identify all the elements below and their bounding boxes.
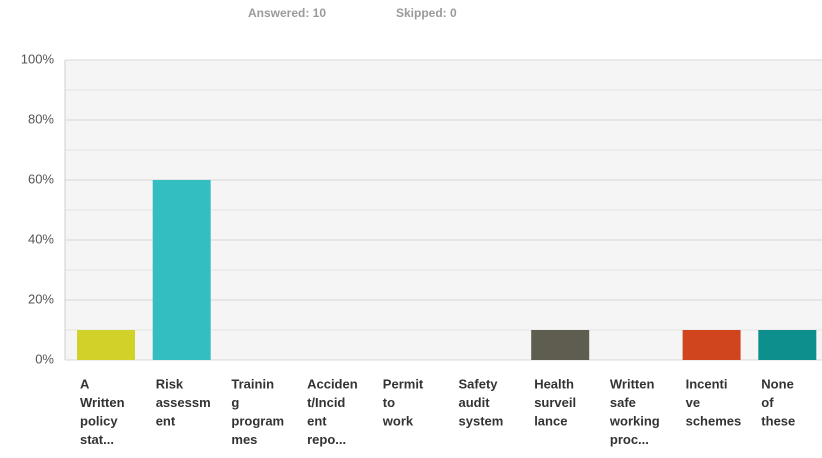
answered: Answered: 10 <box>248 6 326 20</box>
x-tick-label: None <box>761 376 794 391</box>
x-tick-label: Written <box>80 395 125 410</box>
x-tick-label: surveil <box>534 395 576 410</box>
bar <box>531 330 590 360</box>
x-tick-label: safe <box>610 395 636 410</box>
x-tick-label: system <box>459 413 504 428</box>
y-tick-label: 20% <box>28 291 54 306</box>
bar <box>152 180 211 360</box>
x-tick-label: Written <box>610 376 655 391</box>
x-tick-label: schemes <box>686 413 742 428</box>
x-tick-label: work <box>382 413 414 428</box>
x-tick-label: Incenti <box>686 376 728 391</box>
x-tick-label: audit <box>459 395 491 410</box>
x-tick-label: t/Incid <box>307 395 345 410</box>
x-tick-label: Permit <box>383 376 424 391</box>
x-tick-label: Risk <box>156 376 184 391</box>
x-tick-label: Safety <box>459 376 499 391</box>
x-tick-label: to <box>383 395 395 410</box>
x-tick-label: stat... <box>80 432 114 447</box>
x-tick-label: A <box>80 376 90 391</box>
x-tick-label: program <box>231 413 284 428</box>
x-tick-label: working <box>609 413 660 428</box>
skipped: Skipped: 0 <box>396 6 457 20</box>
x-tick-label: mes <box>231 432 257 447</box>
bar <box>77 330 135 360</box>
x-tick-label: repo... <box>307 432 346 447</box>
x-tick-label: assessm <box>156 395 211 410</box>
x-tick-label: these <box>761 413 795 428</box>
x-tick-label: of <box>761 395 774 410</box>
x-tick-label: ent <box>156 413 176 428</box>
x-tick-label: Trainin <box>231 376 274 391</box>
y-tick-label: 100% <box>21 51 55 66</box>
y-tick-label: 80% <box>28 111 54 126</box>
x-tick-label: proc... <box>610 432 649 447</box>
x-tick-label: Acciden <box>307 376 358 391</box>
y-tick-label: 0% <box>35 351 54 366</box>
x-tick-label: ve <box>686 395 700 410</box>
x-tick-label: Health <box>534 376 574 391</box>
bar <box>758 330 817 360</box>
x-tick-label: g <box>231 395 239 410</box>
x-tick-label: ent <box>307 413 327 428</box>
x-tick-label: lance <box>534 413 567 428</box>
y-tick-label: 40% <box>28 231 54 246</box>
y-tick-label: 60% <box>28 171 54 186</box>
bar <box>682 330 741 360</box>
x-tick-label: policy <box>80 413 118 428</box>
